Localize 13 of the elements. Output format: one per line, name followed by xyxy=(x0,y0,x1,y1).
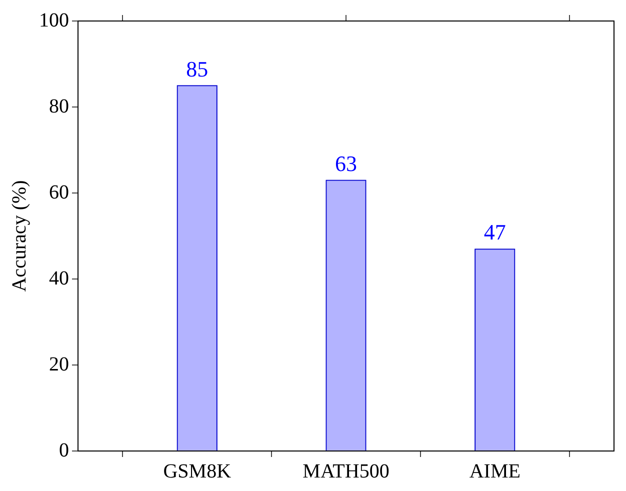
x-tick-label: MATH500 xyxy=(302,460,390,482)
y-axis-title: Accuracy (%) xyxy=(8,180,30,292)
y-tick-label: 60 xyxy=(49,181,69,204)
y-tick-label: 0 xyxy=(59,439,69,462)
x-tick-label: AIME xyxy=(469,460,520,482)
y-tick-label: 40 xyxy=(49,267,69,290)
y-tick-label: 100 xyxy=(39,9,69,32)
y-tick-label: 20 xyxy=(49,353,69,376)
data-label: 85 xyxy=(186,56,208,82)
x-tick-label: GSM8K xyxy=(163,460,232,482)
data-label: 63 xyxy=(335,150,357,176)
y-tick-label: 80 xyxy=(49,95,69,118)
data-label: 47 xyxy=(484,220,506,245)
